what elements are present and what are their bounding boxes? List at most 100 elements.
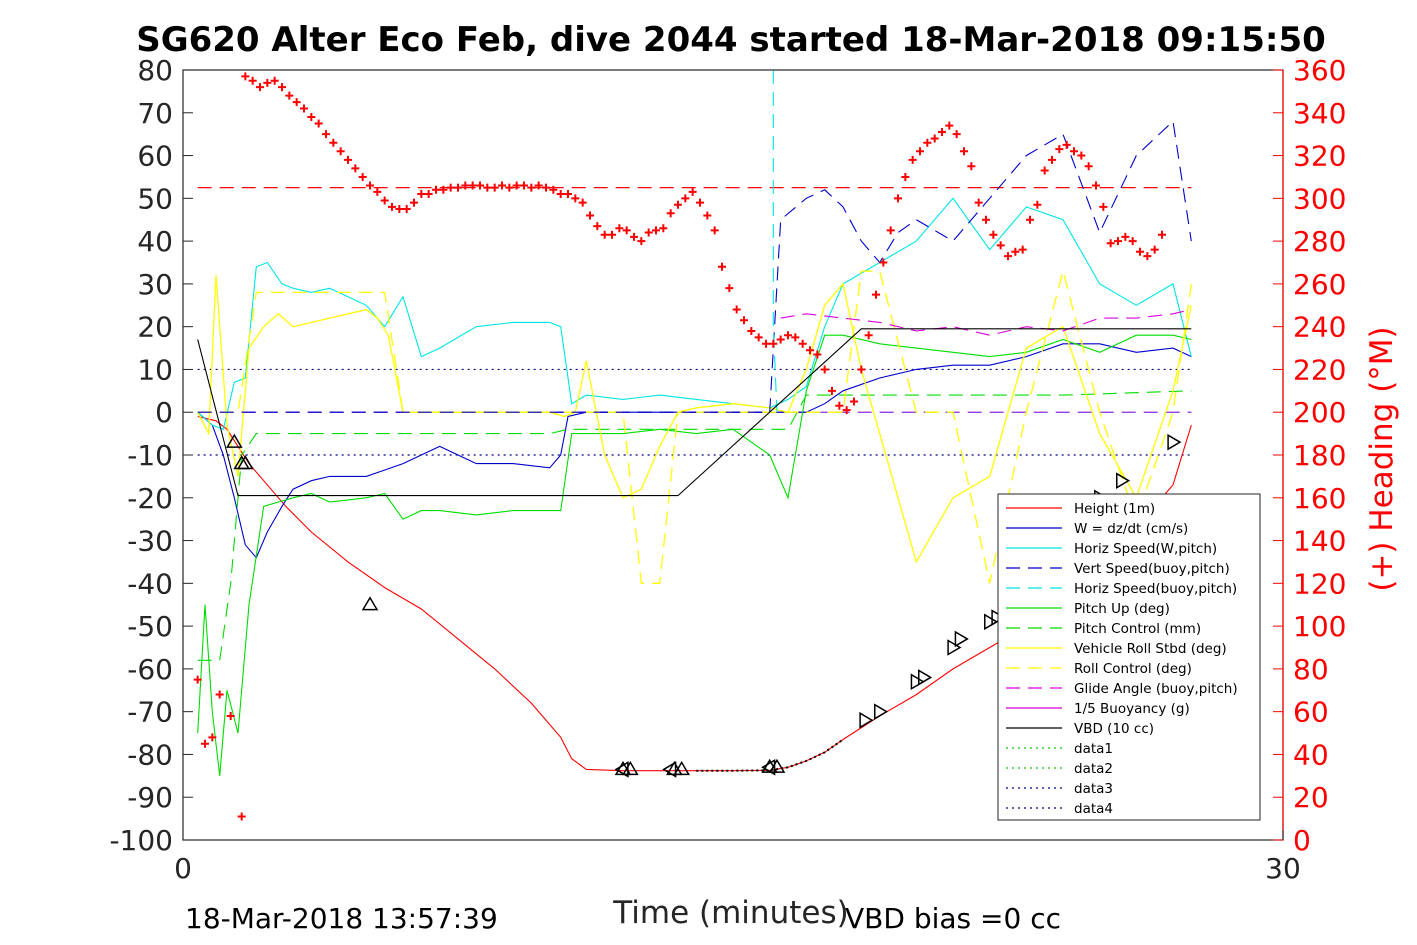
series-line-glide-angle-buoy-pitch- bbox=[780, 309, 1192, 336]
heading-point bbox=[366, 181, 374, 190]
legend-label: data1 bbox=[1074, 741, 1113, 757]
legend-label: VBD (10 cc) bbox=[1074, 721, 1154, 737]
heading-point bbox=[1114, 237, 1122, 246]
heading-point bbox=[483, 183, 492, 192]
legend-label: data3 bbox=[1074, 781, 1113, 797]
heading-point bbox=[388, 202, 396, 211]
heading-point bbox=[710, 226, 719, 235]
legend-label: Pitch Up (deg) bbox=[1074, 601, 1170, 617]
heading-point bbox=[879, 258, 888, 267]
heading-point bbox=[725, 284, 734, 293]
heading-point bbox=[688, 187, 697, 196]
heading-point bbox=[842, 406, 851, 415]
heading-point bbox=[358, 172, 367, 181]
left-tick-label: -60 bbox=[127, 653, 173, 686]
marker-triangle-right bbox=[1167, 433, 1182, 451]
heading-point bbox=[329, 138, 338, 147]
heading-point bbox=[476, 181, 484, 190]
left-tick-label: -100 bbox=[109, 824, 173, 857]
heading-point bbox=[652, 226, 660, 235]
heading-point bbox=[644, 228, 653, 237]
heading-point bbox=[534, 181, 543, 190]
footer-vbd-bias: VBD bias =0 cc bbox=[845, 902, 1061, 935]
series-line-pitch-up-deg- bbox=[197, 334, 1192, 776]
left-tick-label: -50 bbox=[127, 610, 173, 643]
right-tick-label: 0 bbox=[1293, 824, 1311, 857]
series-line-vert-speed-buoy-pitch- bbox=[197, 120, 1192, 413]
heading-point bbox=[1143, 252, 1152, 261]
marker-triangle-up bbox=[361, 596, 379, 611]
heading-point bbox=[564, 190, 572, 199]
legend-label: 1/5 Buoyancy (g) bbox=[1074, 701, 1190, 717]
heading-point bbox=[461, 181, 470, 190]
heading-point bbox=[622, 226, 631, 235]
heading-point bbox=[864, 331, 873, 340]
heading-point bbox=[527, 183, 536, 192]
heading-point bbox=[762, 339, 770, 348]
marker-triangle-right bbox=[984, 613, 999, 631]
legend-label: Horiz Speed(buoy,pitch) bbox=[1074, 581, 1237, 597]
heading-point bbox=[292, 98, 301, 107]
left-y-axis: 80 70 60 50 40 30 20 10 0 -10 -20 -30 -40 -50 -60 -70 -8… bbox=[109, 54, 193, 857]
heading-point bbox=[666, 209, 675, 218]
series-line-vbd-10-cc- bbox=[197, 328, 1192, 497]
marker-triangle-right bbox=[859, 711, 874, 729]
left-tick-label: -70 bbox=[127, 696, 173, 729]
heading-point bbox=[740, 316, 748, 325]
chart-title: SG620 Alter Eco Feb, dive 2044 started 1… bbox=[136, 20, 1326, 60]
legend-label: Horiz Speed(W,pitch) bbox=[1074, 541, 1217, 557]
heading-point bbox=[512, 181, 521, 190]
heading-point bbox=[674, 200, 682, 209]
heading-point bbox=[886, 226, 895, 235]
heading-point bbox=[439, 185, 448, 194]
heading-point bbox=[1026, 215, 1034, 224]
marker-triangle-up bbox=[768, 758, 786, 773]
heading-point bbox=[769, 339, 778, 348]
heading-point bbox=[938, 128, 946, 137]
heading-point bbox=[556, 190, 565, 199]
heading-point bbox=[446, 183, 455, 192]
heading-point bbox=[520, 181, 528, 190]
left-tick-label: -90 bbox=[127, 781, 173, 814]
heading-point bbox=[380, 196, 389, 205]
heading-point bbox=[835, 401, 844, 410]
marker-triangle-up bbox=[237, 455, 254, 470]
x-axis-label: Time (minutes) bbox=[612, 895, 848, 931]
right-tick-label: 140 bbox=[1293, 525, 1346, 558]
heading-point bbox=[857, 365, 866, 374]
right-tick-label: 280 bbox=[1293, 225, 1346, 258]
heading-point bbox=[718, 262, 726, 271]
heading-point bbox=[1150, 245, 1159, 254]
left-tick-label: 10 bbox=[137, 353, 173, 386]
marker-triangle-left bbox=[761, 758, 776, 776]
heading-point bbox=[806, 346, 814, 355]
heading-point bbox=[549, 185, 558, 194]
legend: Height (1m) W = dz/dt (cm/s) Horiz Speed(W… bbox=[997, 493, 1261, 821]
marker-triangle-left bbox=[614, 761, 629, 778]
marker-triangle-right bbox=[910, 673, 925, 691]
right-tick-label: 100 bbox=[1293, 610, 1346, 643]
left-tick-label: -10 bbox=[127, 439, 173, 472]
left-tick-label: 80 bbox=[137, 54, 173, 87]
right-tick-label: 240 bbox=[1293, 311, 1346, 344]
heading-point bbox=[586, 211, 594, 220]
heading-point bbox=[798, 339, 807, 348]
marker-triangle-right bbox=[947, 639, 962, 656]
heading-point bbox=[1004, 252, 1012, 261]
series-line-w-dz-dt-cm-s- bbox=[197, 343, 1192, 559]
heading-point bbox=[278, 83, 286, 92]
heading-point bbox=[923, 138, 932, 147]
left-tick-label: -30 bbox=[127, 525, 173, 558]
heading-point bbox=[776, 335, 785, 344]
heading-point bbox=[593, 222, 602, 231]
heading-point bbox=[402, 205, 411, 214]
heading-point bbox=[747, 326, 756, 335]
heading-point bbox=[982, 215, 990, 224]
series-line-horiz-speed-buoy-pitch- bbox=[772, 70, 778, 413]
marker-triangle-right bbox=[954, 630, 969, 648]
heading-point bbox=[828, 386, 836, 395]
heading-point bbox=[637, 237, 646, 246]
heading-point bbox=[996, 241, 1005, 250]
heading-point bbox=[314, 119, 323, 128]
legend-label: Height (1m) bbox=[1074, 501, 1155, 517]
